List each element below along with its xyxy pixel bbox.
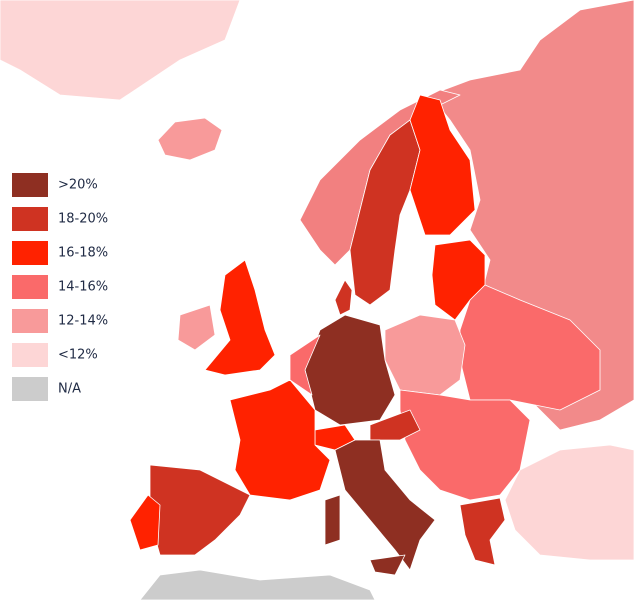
finland xyxy=(409,94,476,236)
legend-swatch xyxy=(12,309,48,333)
legend: >20% 18-20% 16-18% 14-16% 12-14% <12% N/A xyxy=(12,173,108,401)
legend-swatch xyxy=(12,241,48,265)
legend-label: 14-16% xyxy=(58,280,108,295)
sicily xyxy=(369,554,406,576)
legend-label: 18-20% xyxy=(58,212,108,227)
legend-swatch xyxy=(12,275,48,299)
turkey xyxy=(504,444,634,561)
legend-label: >20% xyxy=(58,178,98,193)
legend-label: 12-14% xyxy=(58,314,108,329)
france xyxy=(229,379,331,501)
uk xyxy=(204,259,276,376)
austria xyxy=(369,409,421,441)
iceland xyxy=(157,117,223,161)
balkans xyxy=(399,389,531,501)
greece xyxy=(459,497,506,566)
north-africa xyxy=(139,569,376,600)
italy xyxy=(334,439,436,571)
benelux xyxy=(289,334,321,396)
greenland xyxy=(0,0,241,101)
legend-swatch xyxy=(12,207,48,231)
denmark xyxy=(334,279,353,316)
sardinia xyxy=(324,494,341,546)
legend-label: 16-18% xyxy=(58,246,108,261)
russia xyxy=(429,0,634,431)
portugal xyxy=(129,494,161,551)
legend-label: N/A xyxy=(58,382,81,397)
ireland xyxy=(177,304,216,351)
legend-label: <12% xyxy=(58,348,98,363)
legend-swatch xyxy=(12,173,48,197)
legend-swatch xyxy=(12,377,48,401)
legend-swatch xyxy=(12,343,48,367)
poland xyxy=(384,314,466,396)
